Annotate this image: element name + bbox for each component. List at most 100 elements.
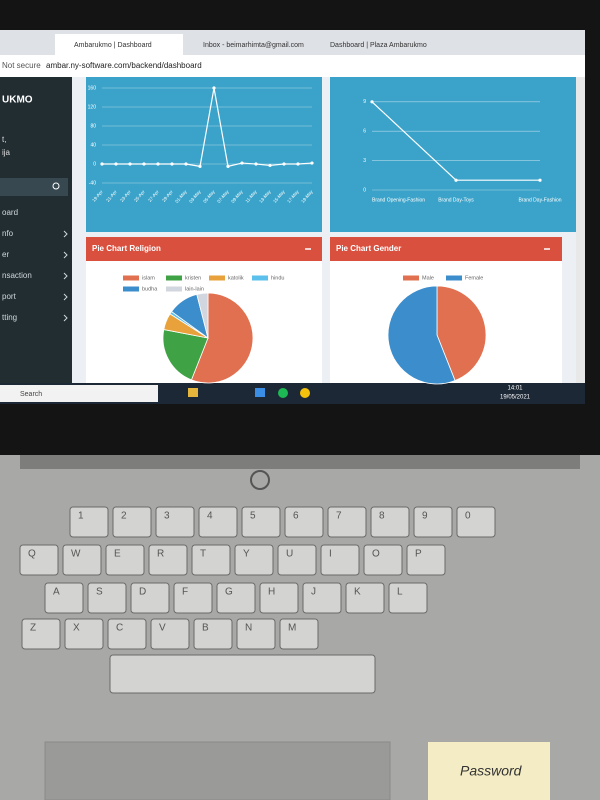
app-icon[interactable] [188,388,198,397]
url[interactable]: ambar.ny-software.com/backend/dashboard [46,61,202,70]
active-tab[interactable] [55,34,183,55]
tab-title[interactable]: Dashboard | Plaza Ambarukmo [330,42,427,49]
point [310,161,314,165]
key[interactable] [198,506,238,538]
key[interactable] [19,544,59,576]
key[interactable] [363,544,403,576]
menu-item[interactable]: port [2,292,17,301]
key[interactable] [370,506,410,538]
menu-item[interactable]: nfo [2,229,14,238]
logo [250,470,270,490]
x-tick-label: Brand Opening-Fashion [372,197,425,203]
address-bar[interactable] [0,55,585,77]
pie-slice [162,329,209,381]
y-tick-label: 3 [363,158,366,164]
legend-swatch [446,275,462,281]
chevron [63,314,68,322]
x-tick-label: Brand Day-Fashion [518,197,561,203]
space-bar[interactable] [109,654,376,694]
legend-swatch [252,275,268,281]
key[interactable] [107,618,147,650]
key-label: M [288,623,296,634]
chevron [63,272,68,280]
key-label: G [225,587,233,598]
point [296,162,300,166]
pie-slice [387,285,456,385]
key[interactable] [193,618,233,650]
key[interactable] [327,506,367,538]
key[interactable] [241,506,281,538]
key[interactable] [69,506,109,538]
key-label: W [71,549,81,560]
menu-item[interactable]: er [2,250,9,259]
app-icon[interactable] [255,388,265,397]
legend-label: Male [422,275,434,281]
key-label: F [182,587,188,598]
key-label: 2 [121,511,127,522]
menu-item[interactable]: tting [2,313,17,322]
app-icon[interactable] [278,388,288,398]
key[interactable] [284,506,324,538]
y-tick-label: 160 [88,85,97,91]
point [254,162,258,166]
search-box[interactable] [0,178,68,196]
key[interactable] [279,618,319,650]
key[interactable] [456,506,496,538]
key-label: D [139,587,146,598]
key[interactable] [259,582,299,614]
key[interactable] [320,544,360,576]
key[interactable] [406,544,446,576]
search-text[interactable]: Search [20,391,42,398]
key-label: 7 [336,511,342,522]
key[interactable] [112,506,152,538]
chevron [63,293,68,301]
key-label: Y [243,549,250,560]
key[interactable] [87,582,127,614]
y-tick-label: 40 [90,142,96,148]
legend-swatch [166,275,182,281]
key[interactable] [130,582,170,614]
key[interactable] [388,582,428,614]
key-label: Q [28,549,36,560]
key[interactable] [150,618,190,650]
key[interactable] [105,544,145,576]
key[interactable] [64,618,104,650]
legend-label: budha [142,286,158,292]
key[interactable] [21,618,61,650]
chevron [63,251,68,259]
key[interactable] [191,544,231,576]
key-label: E [114,549,121,560]
key[interactable] [345,582,385,614]
menu-item[interactable]: nsaction [2,271,32,280]
key[interactable] [44,582,84,614]
y-tick-label: -40 [89,180,96,186]
taskbar-search[interactable] [0,385,158,402]
key[interactable] [236,618,276,650]
key[interactable] [173,582,213,614]
key[interactable] [234,544,274,576]
key[interactable] [62,544,102,576]
line [102,87,313,168]
menu-item[interactable]: oard [2,208,18,217]
legend-swatch [123,275,139,281]
pie-header [330,237,562,261]
search-icon[interactable] [52,182,60,190]
security-label: Not secure [2,61,41,70]
key[interactable] [216,582,256,614]
key-label: 8 [379,511,385,522]
key[interactable] [302,582,342,614]
tab-title[interactable]: Inbox - beimarhimta@gmail.com [203,42,304,49]
legend-label: islam [142,275,155,281]
app-icon[interactable] [300,388,310,398]
key-label: H [268,587,275,598]
point [156,162,160,166]
y-tick-label: 0 [93,161,96,167]
key[interactable] [277,544,317,576]
touchpad[interactable] [44,741,391,800]
key[interactable] [413,506,453,538]
key-label: N [245,623,252,634]
key[interactable] [148,544,188,576]
tab-title[interactable]: Ambarukmo | Dashboard [74,42,152,49]
key[interactable] [155,506,195,538]
key-label: I [329,549,332,560]
